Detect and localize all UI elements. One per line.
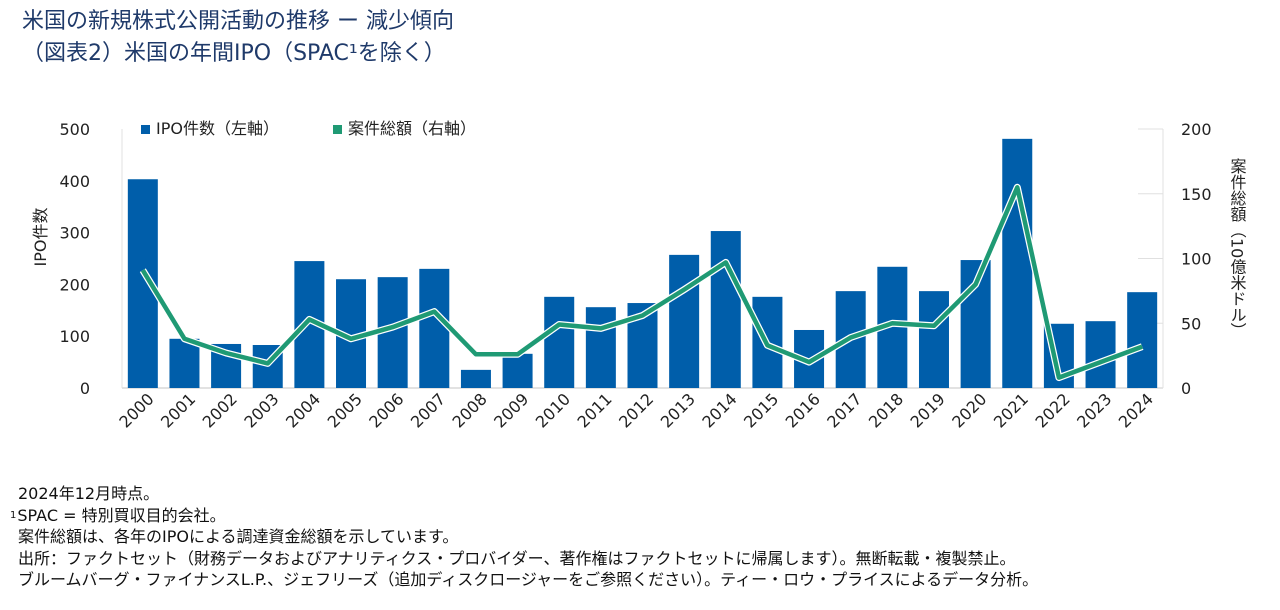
- y-tick-label: 400: [59, 172, 90, 191]
- x-tick-label: 2009: [490, 389, 532, 431]
- bar-2008: [460, 369, 491, 388]
- note-date: 2024年12月時点。: [18, 484, 160, 503]
- x-tick-label: 2013: [657, 389, 699, 431]
- x-tick-label: 2023: [1073, 389, 1115, 431]
- bar-2023: [1085, 321, 1116, 388]
- x-tick-label: 2003: [240, 389, 282, 431]
- chart-title: 米国の新規株式公開活動の推移 ー 減少傾向 （図表2）米国の年間IPO（SPAC…: [22, 6, 454, 70]
- note-marker: 1: [10, 509, 17, 521]
- bar-2021: [1002, 138, 1033, 388]
- y-tick-label: 100: [59, 327, 90, 346]
- note-spac: 1SPAC = 特別買収目的会社。: [10, 505, 226, 525]
- x-tick-label: 2018: [865, 389, 907, 431]
- x-tick-label: 2024: [1115, 389, 1157, 431]
- x-tick-label: 2007: [407, 389, 449, 431]
- title-line-2: （図表2）米国の年間IPO（SPAC¹を除く）: [22, 41, 446, 66]
- y-tick-label: 300: [59, 224, 90, 243]
- y-axis-label: IPO件数: [31, 208, 50, 267]
- x-tick-label: 2000: [115, 389, 157, 431]
- y-tick-label: 200: [59, 275, 90, 294]
- y2-tick-label: 100: [1181, 250, 1212, 269]
- legend-label-line: 案件総額（右軸）: [348, 119, 476, 138]
- note-source-1: 出所：ファクトセット（財務データおよびアナリティクス・プロバイダー、著作権はファ…: [18, 548, 1016, 568]
- x-tick-label: 2019: [907, 389, 949, 431]
- note-total: 案件総額は、各年のIPOによる調達資金総額を示しています。: [18, 527, 459, 546]
- bar-2019: [918, 291, 949, 388]
- x-tick-label: 2001: [157, 389, 199, 431]
- bar-2007: [419, 268, 450, 388]
- x-tick-label: 2002: [199, 389, 241, 431]
- bar-2010: [544, 296, 575, 388]
- x-tick-label: 2008: [449, 389, 491, 431]
- x-tick-label: 2020: [948, 389, 990, 431]
- x-tick-label: 2011: [573, 389, 615, 431]
- x-tick-label: 2022: [1032, 389, 1074, 431]
- bar-2001: [169, 338, 200, 388]
- y2-tick-label: 200: [1181, 120, 1212, 139]
- legend-swatch-line: [333, 125, 342, 134]
- legend: IPO件数（左軸） 案件総額（右軸）: [141, 119, 476, 138]
- y2-tick-label: 150: [1181, 185, 1212, 204]
- x-tick-label: 2010: [532, 389, 574, 431]
- bar-2011: [585, 307, 616, 388]
- x-tick-label: 2004: [282, 389, 324, 431]
- bar-2014: [710, 231, 741, 388]
- bar-2013: [669, 254, 700, 388]
- legend-swatch-bars: [141, 125, 150, 134]
- x-tick-label: 2006: [365, 389, 407, 431]
- note-source-2: ブルームバーグ・ファイナンスL.P.、ジェフリーズ（追加ディスクロージャーをご参…: [18, 570, 1039, 589]
- x-tick-label: 2005: [324, 389, 366, 431]
- x-tick-label: 2015: [740, 389, 782, 431]
- bar-2009: [502, 353, 533, 388]
- x-tick-label: 2014: [698, 389, 740, 431]
- bar-2024: [1127, 292, 1158, 388]
- footnotes: 2024年12月時点。 1SPAC = 特別買収目的会社。 案件総額は、各年のI…: [10, 483, 1039, 591]
- y-tick-label: 500: [59, 120, 90, 139]
- x-tick-label: 2016: [782, 389, 824, 431]
- y-tick-label: 0: [80, 379, 90, 398]
- x-tick-label: 2012: [615, 389, 657, 431]
- title-line-1: 米国の新規株式公開活動の推移 ー 減少傾向: [22, 9, 454, 34]
- y2-tick-label: 0: [1181, 379, 1191, 398]
- x-tick-label: 2021: [990, 389, 1032, 431]
- y2-axis-label: 案件総額（10億米ドル）: [1228, 158, 1247, 338]
- legend-label-bars: IPO件数（左軸）: [156, 119, 279, 138]
- x-tick-label: 2017: [823, 389, 865, 431]
- y2-tick-label: 50: [1181, 314, 1201, 333]
